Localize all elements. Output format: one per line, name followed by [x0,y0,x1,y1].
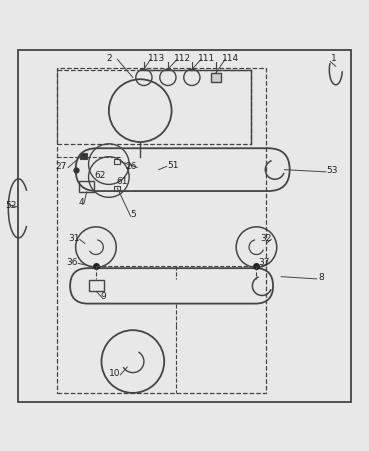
Text: 5: 5 [130,210,136,219]
Text: 27: 27 [55,162,66,171]
Text: 26: 26 [125,162,137,171]
Text: 36: 36 [66,258,78,267]
Text: 112: 112 [174,54,191,63]
Text: 111: 111 [198,54,215,63]
Text: 51: 51 [168,160,179,169]
Text: 62: 62 [94,170,105,179]
Bar [79,182,94,193]
Text: 113: 113 [148,54,165,63]
Bar [57,71,251,144]
Bar [211,74,221,83]
Text: 53: 53 [326,166,338,175]
Text: 61: 61 [116,177,128,186]
Text: 4: 4 [78,197,84,206]
Text: 37: 37 [258,258,270,267]
Bar [114,186,120,191]
Text: 10: 10 [108,368,120,377]
Text: 52: 52 [6,201,17,210]
Text: 9: 9 [100,291,106,300]
Bar [89,281,104,292]
Text: 31: 31 [68,234,80,243]
Text: 32: 32 [260,234,271,243]
Text: 1: 1 [331,54,337,63]
Bar [114,160,120,165]
Text: 8: 8 [318,272,324,281]
Bar [80,154,87,159]
Text: 114: 114 [222,54,239,63]
Bar [57,69,266,393]
Text: 2: 2 [106,54,112,63]
